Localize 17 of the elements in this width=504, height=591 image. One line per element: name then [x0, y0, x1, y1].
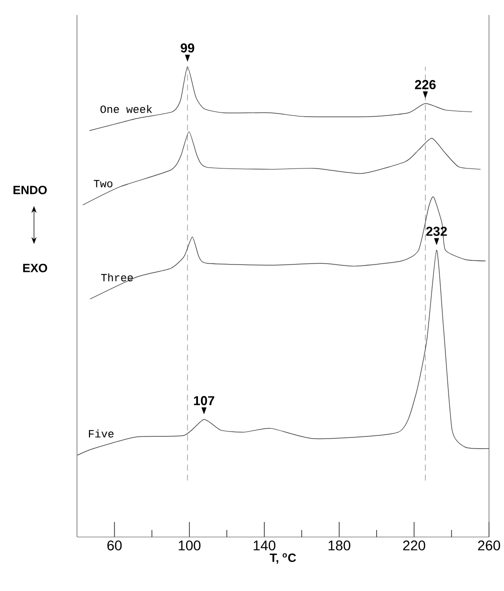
annotation: 232	[426, 226, 447, 236]
series-label: Two	[94, 180, 112, 188]
x-tick-label: 220	[403, 540, 426, 550]
x-tick-label: 60	[107, 540, 122, 550]
text: ENDO	[14, 186, 47, 194]
series-label: One week	[100, 104, 152, 114]
series-label: Three	[101, 273, 133, 282]
annotation: 107	[194, 396, 214, 406]
x-axis-title: T, $^{o}$C	[270, 553, 296, 564]
x-tick-label: 260	[478, 540, 500, 550]
x-tick-label: 140	[254, 540, 276, 550]
x-tick-label: 100	[178, 540, 200, 550]
annotation: 99	[180, 43, 194, 53]
annotation: 226	[414, 80, 436, 90]
series-label: Five	[88, 429, 114, 438]
x-tick-label: 180	[328, 540, 350, 550]
text: EXO	[23, 264, 48, 272]
